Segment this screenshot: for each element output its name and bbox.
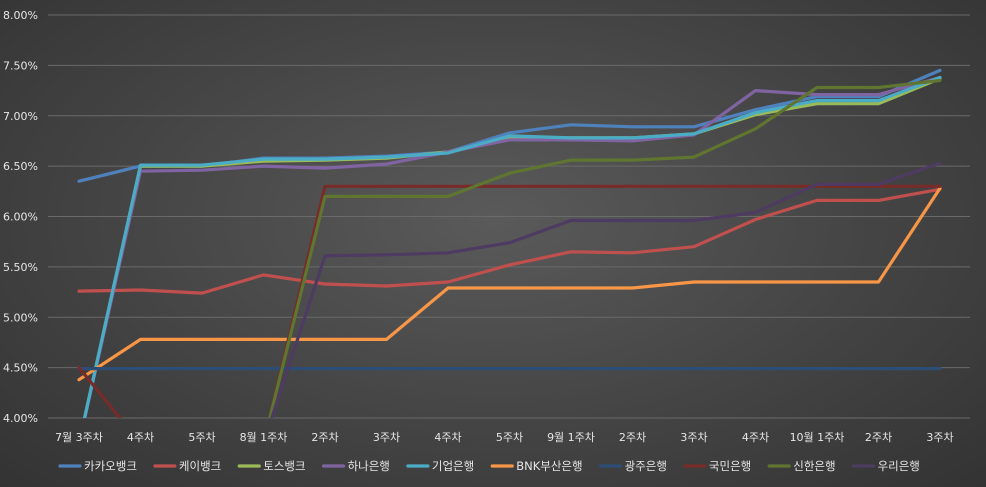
legend-label: 국민은행 xyxy=(709,459,751,473)
series-line xyxy=(77,187,942,295)
series-line xyxy=(270,161,942,418)
plot-area xyxy=(77,68,942,418)
legend-label: 신한은행 xyxy=(793,459,835,473)
series-line xyxy=(83,75,942,418)
x-tick-label: 4주차 xyxy=(434,431,461,444)
x-tick-label: 3주차 xyxy=(926,431,953,444)
y-tick-label: 7.00% xyxy=(3,110,38,123)
legend-label: 케이뱅크 xyxy=(179,459,221,473)
series-line xyxy=(77,186,942,382)
x-tick-label: 3주차 xyxy=(680,431,707,444)
y-tick-label: 4.50% xyxy=(3,362,38,375)
y-tick-label: 4.00% xyxy=(3,412,38,425)
series-line xyxy=(82,75,942,418)
series-line xyxy=(77,184,942,418)
y-tick-label: 8.00% xyxy=(3,9,38,22)
x-axis: 7월 3주차 4주차 5주차 8월 1주차 2주차 3주차 4주차 5주차 9월 1주차 2주차 3… xyxy=(55,431,954,444)
x-tick-label: 5주차 xyxy=(188,431,215,444)
legend-label: 토스뱅크 xyxy=(263,459,305,473)
y-tick-label: 5.50% xyxy=(3,261,38,274)
y-tick-label: 7.50% xyxy=(3,59,38,72)
legend-label: 하나은행 xyxy=(348,459,390,473)
x-tick-label: 7월 3주차 xyxy=(55,431,103,444)
x-tick-label: 2주차 xyxy=(619,431,646,444)
legend-label: 카카오뱅크 xyxy=(84,459,137,473)
legend: 카카오뱅크 케이뱅크 토스뱅크 하나은행 기업은행 BNK부산은행 광주은행 국민은행 신한은행… xyxy=(58,459,920,473)
y-axis: 4.00% 4.50% 5.00% 5.50% 6.00% 6.50% 7.00% 7.50%… xyxy=(3,9,38,425)
series-line xyxy=(268,78,942,418)
x-tick-label: 9월 1주차 xyxy=(547,431,595,444)
y-tick-label: 5.00% xyxy=(3,311,38,324)
legend-label: 기업은행 xyxy=(432,459,474,473)
x-tick-label: 4주차 xyxy=(127,431,154,444)
x-tick-label: 8월 1주차 xyxy=(240,431,288,444)
legend-label: BNK부산은행 xyxy=(516,459,582,473)
x-tick-label: 5주차 xyxy=(496,431,523,444)
legend-label: 우리은행 xyxy=(878,459,920,473)
gridlines xyxy=(48,14,970,419)
x-tick-label: 4주차 xyxy=(742,431,769,444)
x-tick-label: 10월 1주차 xyxy=(790,431,845,444)
x-tick-label: 2주차 xyxy=(311,431,338,444)
x-tick-label: 3주차 xyxy=(373,431,400,444)
y-tick-label: 6.00% xyxy=(3,211,38,224)
x-tick-label: 2주차 xyxy=(865,431,892,444)
legend-label: 광주은행 xyxy=(625,459,667,473)
y-tick-label: 6.50% xyxy=(3,160,38,173)
